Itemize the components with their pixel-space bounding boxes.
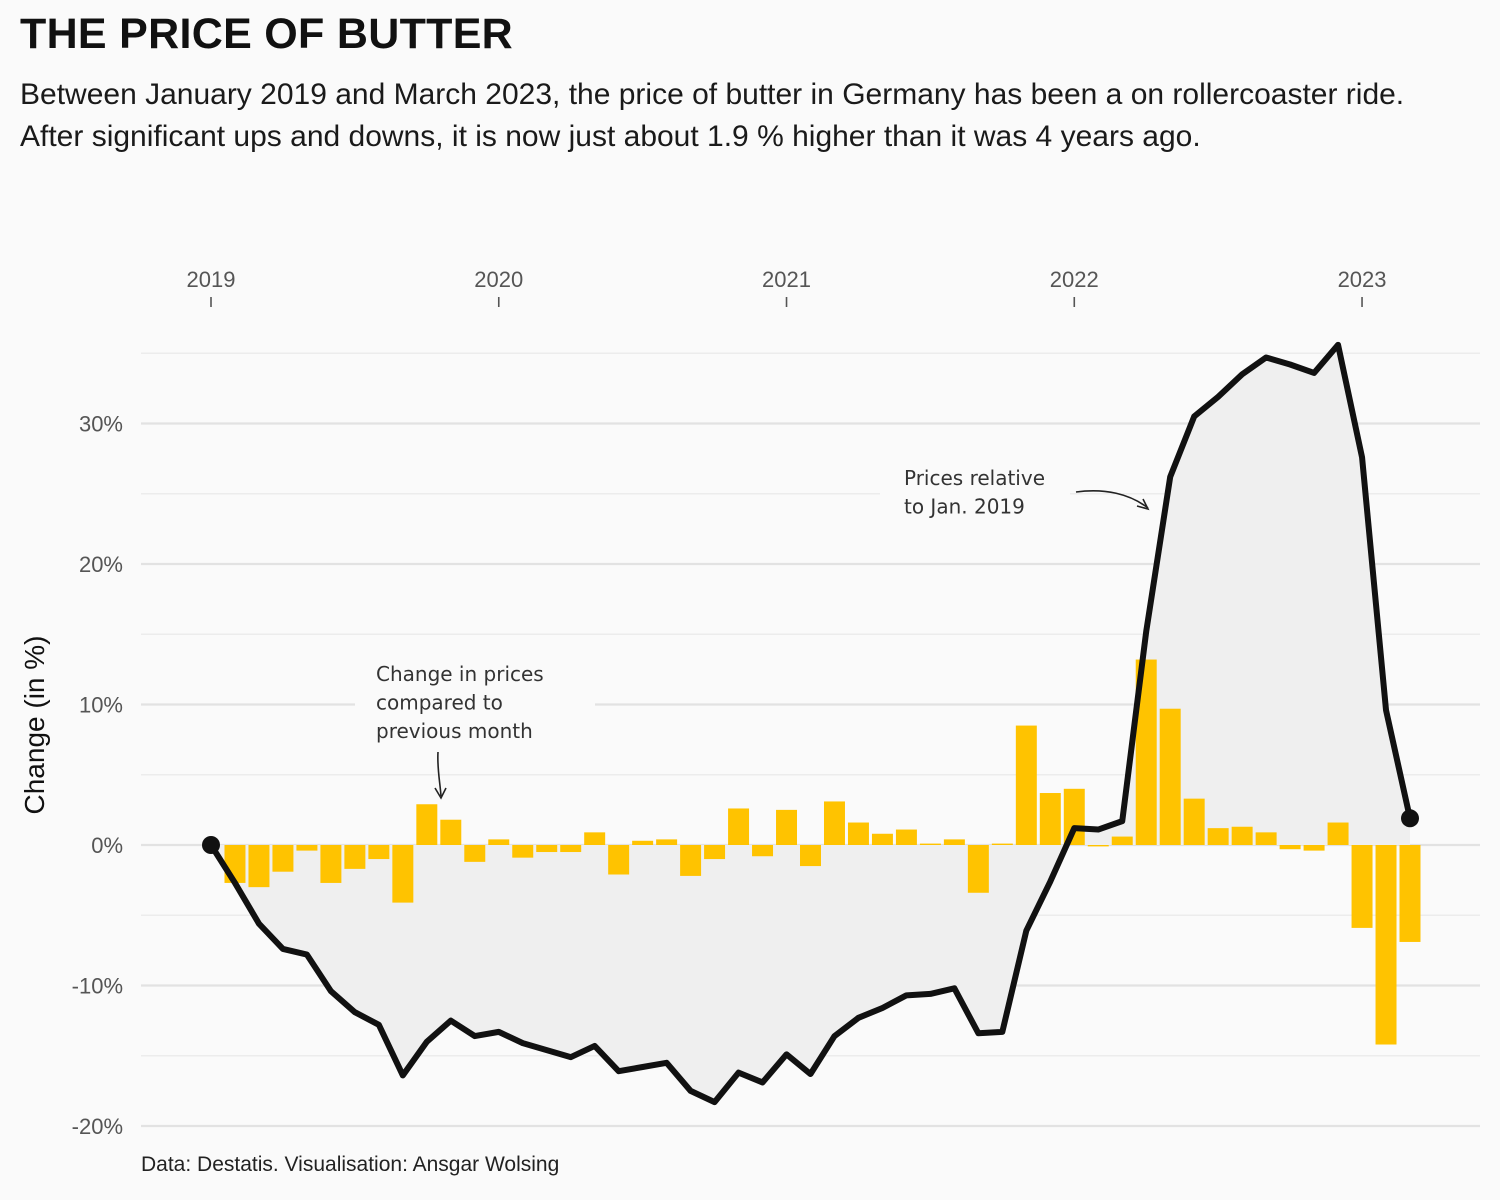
annotation-1-backdrop bbox=[355, 655, 595, 751]
bar-11 bbox=[464, 845, 486, 862]
y-axis: 30% 20% 10% 0% -10% -20% bbox=[72, 412, 123, 1140]
bar-14 bbox=[536, 845, 558, 853]
bar-3 bbox=[272, 845, 294, 872]
bar-17 bbox=[608, 845, 630, 875]
bar-44 bbox=[1255, 832, 1277, 845]
bar-28 bbox=[871, 833, 893, 845]
x-tick-label-2023: 2023 bbox=[1338, 267, 1387, 292]
bar-38 bbox=[1111, 836, 1133, 845]
bar-20 bbox=[680, 845, 702, 876]
bar-23 bbox=[752, 845, 774, 857]
chart-subtitle: Between January 2019 and March 2023, the… bbox=[20, 78, 1405, 153]
bar-16 bbox=[584, 832, 606, 845]
bar-10 bbox=[440, 819, 462, 845]
bar-2 bbox=[248, 845, 270, 888]
bar-49 bbox=[1375, 845, 1397, 1045]
y-tick-label-0: 0% bbox=[91, 833, 123, 858]
y-tick-label-30: 30% bbox=[79, 412, 123, 437]
bar-48 bbox=[1351, 845, 1373, 928]
y-axis-label: Change (in %) bbox=[19, 636, 50, 815]
bar-47 bbox=[1327, 822, 1349, 845]
bar-42 bbox=[1207, 828, 1229, 845]
annotation-1-line-1: compared to bbox=[376, 691, 503, 715]
bar-22 bbox=[728, 808, 750, 845]
bar-33 bbox=[991, 843, 1013, 845]
bar-9 bbox=[416, 804, 438, 845]
relative-price-line bbox=[202, 341, 1419, 1106]
bar-8 bbox=[392, 845, 414, 903]
x-tick-label-2020: 2020 bbox=[474, 267, 523, 292]
bar-30 bbox=[919, 843, 941, 845]
annotation-1-line-2: previous month bbox=[376, 719, 533, 743]
bar-4 bbox=[296, 845, 318, 851]
bar-43 bbox=[1231, 826, 1253, 845]
bar-18 bbox=[632, 840, 654, 845]
bar-34 bbox=[1015, 725, 1037, 845]
bar-15 bbox=[560, 845, 582, 853]
x-tick-label-2021: 2021 bbox=[762, 267, 811, 292]
chart-title: THE PRICE OF BUTTER bbox=[20, 10, 514, 58]
annotation-2-line-0: Prices relative bbox=[904, 466, 1045, 490]
area-fill bbox=[211, 344, 1410, 1103]
annotation-2-line-1: to Jan. 2019 bbox=[904, 495, 1025, 519]
y-tick-label--20: -20% bbox=[72, 1114, 123, 1139]
bar-36 bbox=[1063, 788, 1085, 845]
bar-12 bbox=[488, 839, 510, 845]
relative-price-polyline bbox=[208, 341, 1413, 1106]
annotation-1-arrowhead bbox=[434, 787, 447, 800]
bar-19 bbox=[656, 839, 678, 845]
monthly-change-bars bbox=[224, 659, 1421, 1045]
bar-41 bbox=[1183, 798, 1205, 845]
line-end-point bbox=[1401, 809, 1419, 828]
x-tick-label-2019: 2019 bbox=[187, 267, 236, 292]
bar-26 bbox=[823, 801, 845, 845]
annotations: Change in prices compared to previous mont… bbox=[355, 460, 1150, 800]
line-start-point bbox=[202, 836, 220, 854]
bar-31 bbox=[943, 839, 965, 845]
x-tick-label-2022: 2022 bbox=[1050, 267, 1099, 292]
bar-50 bbox=[1399, 845, 1421, 942]
bar-25 bbox=[800, 845, 821, 867]
bar-46 bbox=[1303, 845, 1325, 851]
y-tick-label--10: -10% bbox=[72, 974, 123, 999]
bar-32 bbox=[967, 845, 989, 893]
bar-1 bbox=[224, 845, 246, 883]
bar-5 bbox=[320, 845, 342, 883]
annotation-2-backdrop bbox=[880, 460, 1070, 524]
annotation-1-arrow bbox=[437, 751, 442, 797]
bar-27 bbox=[847, 822, 869, 845]
bar-39 bbox=[1135, 659, 1157, 845]
bar-35 bbox=[1039, 793, 1061, 845]
y-tick-label-20: 20% bbox=[79, 552, 123, 577]
x-axis: 2019 2020 2021 2022 2023 bbox=[187, 267, 1387, 307]
annotation-2-arrowhead bbox=[1136, 498, 1150, 511]
area-under-line bbox=[211, 344, 1410, 1103]
bar-45 bbox=[1279, 845, 1301, 850]
annotation-1-line-0: Change in prices bbox=[376, 662, 544, 686]
source-caption: Data: Destatis. Visualisation: Ansgar Wo… bbox=[141, 1153, 560, 1176]
bar-29 bbox=[895, 829, 917, 845]
annotation-2-arrow bbox=[1075, 489, 1149, 509]
bar-37 bbox=[1087, 845, 1109, 847]
bar-6 bbox=[344, 845, 366, 869]
y-tick-label-10: 10% bbox=[79, 693, 123, 718]
bar-13 bbox=[512, 845, 534, 858]
bar-24 bbox=[776, 809, 798, 845]
bar-21 bbox=[704, 845, 726, 860]
bar-7 bbox=[368, 845, 390, 860]
bar-40 bbox=[1159, 708, 1181, 845]
